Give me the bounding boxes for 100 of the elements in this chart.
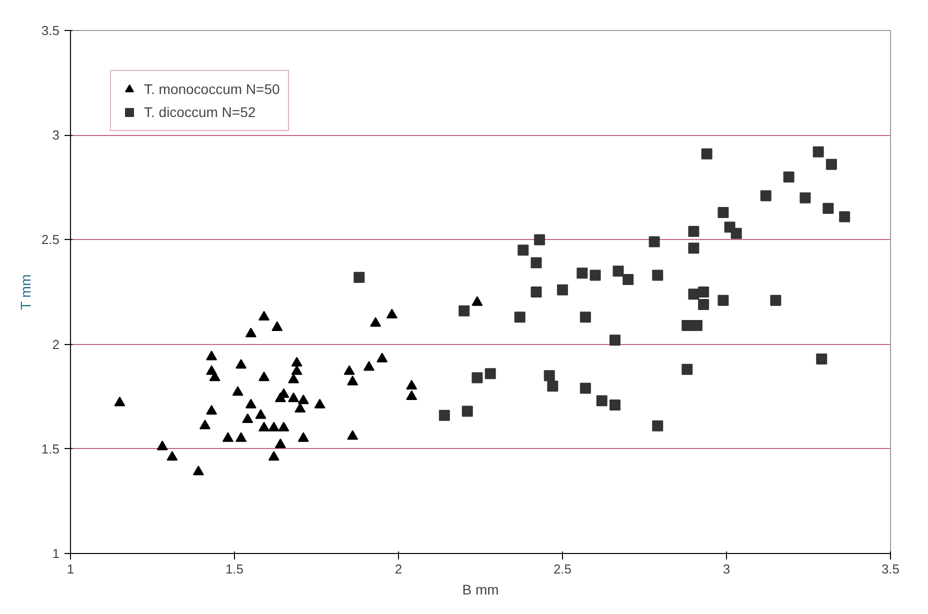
point: [590, 270, 601, 281]
point: [258, 372, 270, 382]
point: [718, 207, 729, 218]
point: [472, 296, 483, 306]
point: [288, 392, 300, 402]
point: [294, 402, 306, 413]
point: [245, 398, 256, 408]
point: [534, 234, 546, 246]
point: [268, 422, 280, 432]
point: [347, 376, 358, 386]
point: [530, 257, 542, 268]
point: [274, 392, 286, 402]
point: [255, 409, 266, 419]
point: [222, 432, 234, 442]
point: [688, 242, 700, 254]
point: [278, 422, 290, 432]
point: [530, 286, 542, 298]
point: [314, 398, 326, 408]
point: [822, 202, 834, 214]
point: [547, 380, 558, 392]
point: [236, 358, 247, 369]
point: [612, 266, 624, 277]
point: [596, 395, 608, 406]
point: [298, 394, 309, 404]
point: [291, 365, 302, 375]
point: [386, 308, 398, 318]
point: [370, 317, 382, 327]
point: [406, 380, 418, 390]
point: [268, 450, 280, 461]
point: [298, 432, 309, 442]
y-tick-label: 2: [52, 336, 60, 352]
point: [166, 450, 178, 461]
point: [514, 312, 526, 323]
point: [438, 410, 450, 421]
point: [245, 328, 256, 338]
point: [544, 370, 555, 382]
point: [682, 320, 693, 331]
point: [609, 399, 620, 410]
point: [826, 158, 837, 170]
point: [206, 404, 218, 415]
point: [648, 236, 660, 248]
point: [839, 211, 850, 222]
point: [274, 438, 286, 448]
point: [291, 356, 302, 367]
point: [701, 148, 712, 160]
point: [698, 286, 710, 298]
point: [576, 268, 588, 279]
x-tick-label: 2.5: [553, 562, 572, 576]
point: [580, 382, 591, 394]
point: [232, 386, 244, 396]
point: [236, 432, 247, 442]
point: [199, 420, 210, 430]
legend-label: T. dicoccum N=52: [144, 104, 256, 120]
y-tick-label: 3: [52, 128, 60, 143]
point: [258, 310, 270, 320]
point: [688, 288, 700, 300]
point: [209, 372, 220, 382]
point: [472, 372, 483, 384]
point: [682, 364, 693, 375]
point: [156, 440, 168, 450]
point: [406, 390, 418, 400]
point: [622, 274, 634, 285]
point: [192, 466, 204, 476]
point: [258, 422, 270, 432]
point: [652, 270, 664, 281]
x-tick-label: 3: [722, 562, 730, 576]
x-tick-label: 2: [394, 562, 402, 576]
point: [518, 244, 529, 256]
point: [730, 228, 742, 239]
y-tick-label: 2.5: [41, 232, 60, 248]
legend-label: T. monococcum N=50: [144, 81, 280, 97]
x-tick-label: 1.5: [225, 562, 244, 576]
x-tick-label: 1: [66, 562, 74, 576]
point: [580, 312, 591, 323]
point: [484, 368, 496, 380]
point: [800, 192, 811, 204]
point: [718, 294, 729, 306]
point: [770, 294, 782, 306]
point: [816, 353, 828, 364]
point: [458, 305, 470, 316]
point: [347, 430, 358, 440]
point: [783, 171, 794, 182]
point: [242, 413, 254, 423]
point: [698, 299, 710, 310]
point: [363, 361, 374, 371]
point: [688, 226, 700, 237]
y-tick-label: 3.5: [41, 23, 60, 38]
point: [206, 350, 218, 360]
x-axis-title: B mm: [462, 582, 499, 598]
point: [354, 272, 365, 283]
point: [557, 284, 568, 296]
point: [344, 365, 355, 375]
y-tick-label: 1.5: [41, 441, 60, 456]
point: [609, 334, 620, 346]
point: [760, 190, 772, 202]
y-axis-title: T mm: [17, 274, 34, 310]
point: [691, 320, 702, 331]
point: [272, 321, 283, 331]
point: [462, 406, 473, 417]
y-tick-label: 1: [52, 546, 60, 561]
